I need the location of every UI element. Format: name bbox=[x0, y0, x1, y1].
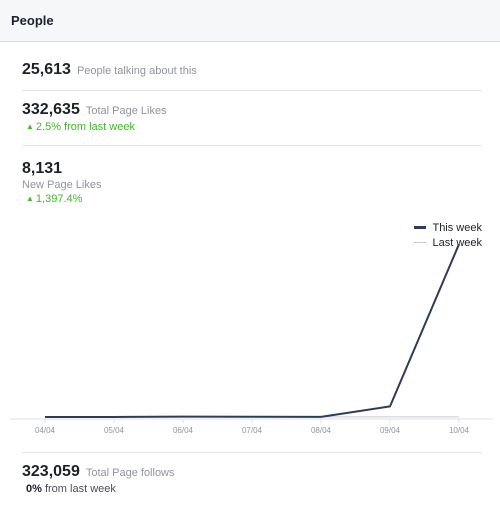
x-tick-label: 08/04 bbox=[311, 426, 332, 435]
talking-stat: 25,613 People talking about this bbox=[22, 61, 197, 79]
x-tick-label: 05/04 bbox=[104, 426, 125, 435]
legend-label-last-week: Last week bbox=[432, 236, 482, 249]
follows-change: 0% from last week bbox=[22, 483, 175, 495]
x-tick-label: 10/04 bbox=[449, 426, 470, 435]
follows-value: 323,059 bbox=[22, 463, 80, 480]
follows-change-suffix: from last week bbox=[41, 483, 116, 495]
new-likes-change: ▲ 1,397.4% bbox=[22, 193, 102, 205]
legend-item-this-week[interactable]: This week bbox=[414, 220, 482, 235]
page-likes-value: 332,635 bbox=[22, 101, 80, 118]
divider bbox=[22, 145, 482, 146]
new-likes-change-value: 1,397.4% bbox=[35, 193, 83, 205]
up-arrow-icon: ▲ bbox=[26, 194, 34, 203]
follows-change-value: 0% bbox=[26, 483, 42, 495]
follows-label: Total Page follows bbox=[85, 467, 175, 479]
new-likes-chart: 04/04 05/04 06/04 07/04 08/04 09/04 10/04 bbox=[10, 243, 493, 435]
page-likes-stat: 332,635 Total Page Likes ▲ 2.5% from last … bbox=[22, 101, 167, 133]
divider bbox=[22, 452, 482, 453]
series-line-this-week bbox=[45, 243, 460, 418]
page-likes-change-value: 2.5% bbox=[35, 121, 61, 133]
new-likes-stat: 8,131 New Page Likes ▲ 1,397.4% bbox=[22, 160, 102, 205]
chart-legend: This week Last week bbox=[414, 220, 482, 250]
x-tick-label: 06/04 bbox=[173, 426, 194, 435]
talking-label: People talking about this bbox=[76, 65, 197, 77]
follows-stat: 323,059 Total Page follows 0% from last w… bbox=[22, 463, 175, 495]
x-tick-label: 09/04 bbox=[380, 426, 401, 435]
legend-item-last-week[interactable]: Last week bbox=[414, 235, 482, 250]
talking-value: 25,613 bbox=[22, 61, 71, 78]
page-likes-change: ▲ 2.5% from last week bbox=[22, 121, 167, 133]
page-likes-change-suffix: from last week bbox=[61, 121, 135, 133]
panel-header: People bbox=[0, 0, 500, 42]
x-tick-label: 07/04 bbox=[242, 426, 263, 435]
up-arrow-icon: ▲ bbox=[26, 122, 34, 131]
page-likes-label: Total Page Likes bbox=[85, 105, 167, 117]
new-likes-label: New Page Likes bbox=[22, 179, 102, 191]
legend-swatch-this-week bbox=[414, 226, 427, 229]
divider bbox=[22, 90, 482, 91]
x-tick-label: 04/04 bbox=[35, 426, 56, 435]
new-likes-value: 8,131 bbox=[22, 160, 63, 177]
legend-label-this-week: This week bbox=[432, 221, 482, 234]
panel-title: People bbox=[11, 13, 54, 28]
legend-swatch-last-week bbox=[414, 242, 427, 243]
